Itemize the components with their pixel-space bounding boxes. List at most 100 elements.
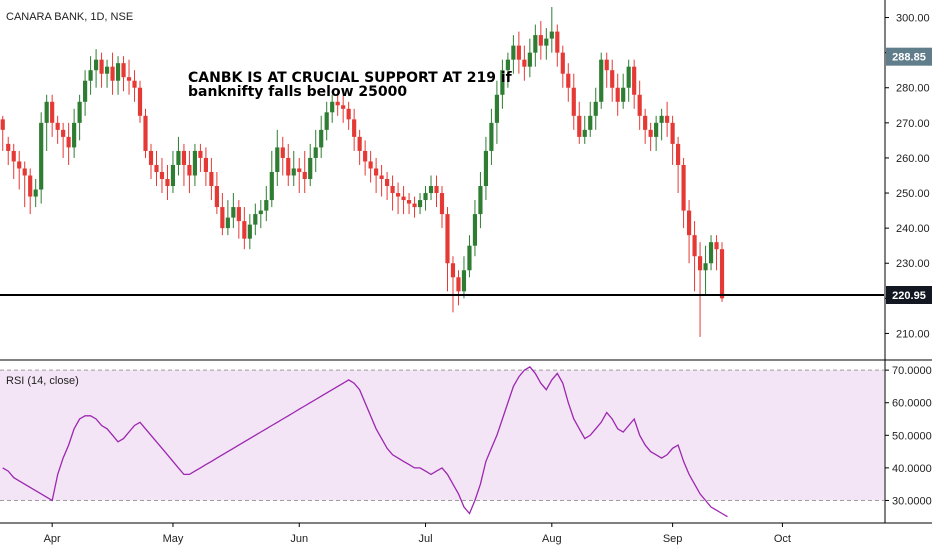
candle-body (648, 129, 653, 137)
price-tick-label: 280.00 (896, 83, 930, 95)
candle-body (714, 242, 719, 250)
price-pane (0, 7, 884, 337)
candle-body (176, 150, 181, 165)
candle-body (719, 249, 725, 299)
candle-body (654, 122, 659, 137)
candle-body (555, 31, 560, 53)
last-price-badge (886, 47, 932, 66)
candle-body (121, 63, 126, 78)
candle-body (209, 171, 214, 187)
candle-body (560, 52, 565, 74)
time-tick-label: Sep (663, 533, 683, 545)
time-tick-label: May (163, 533, 184, 545)
candle-body (181, 150, 187, 165)
candle-body (423, 193, 428, 201)
price-tick-label: 250.00 (896, 188, 930, 200)
candle-body (686, 210, 692, 236)
candle-body (253, 214, 258, 225)
candle-body (538, 35, 543, 46)
candle-body (681, 164, 686, 211)
candle-body (483, 150, 489, 187)
candle-body (544, 38, 549, 46)
candle-body (494, 94, 499, 123)
candle-body (291, 168, 296, 176)
candle-body (198, 150, 203, 158)
candle-body (511, 45, 516, 60)
candle-body (593, 101, 598, 116)
candle-body (170, 164, 176, 187)
candle-body (450, 263, 456, 278)
candle-body (626, 66, 631, 88)
candle-body (412, 203, 417, 208)
candle-body (44, 101, 49, 123)
candle-body (39, 122, 44, 190)
price-tick-label: 210.00 (896, 328, 930, 340)
rsi-line (2, 366, 728, 518)
last-price-label: 288.85 (892, 52, 926, 64)
time-tick-label: Oct (774, 533, 791, 545)
candle-body (665, 115, 670, 123)
candle-body (456, 277, 461, 292)
candle-body (417, 200, 423, 208)
candle-body (148, 150, 154, 165)
price-tick-label: 270.00 (896, 118, 930, 130)
candle-body (137, 87, 143, 116)
candle-body (708, 242, 714, 264)
time-tick-label: Jun (290, 533, 308, 545)
candle-body (83, 80, 88, 102)
candle-body (236, 207, 241, 222)
candle-body (522, 59, 527, 67)
candle-body (159, 171, 165, 179)
candle-body (203, 157, 208, 172)
candle-body (308, 157, 313, 179)
annotation-line-2: banknifty falls below 25000 (188, 84, 407, 100)
candle-body (610, 70, 615, 88)
candle-body (357, 136, 362, 151)
candle-body (220, 207, 225, 229)
candle-body (88, 70, 93, 81)
candle-body (467, 245, 472, 271)
candle-body (302, 171, 307, 179)
candle-body (346, 108, 351, 120)
candle-body (395, 193, 401, 197)
rsi-tick-label: 70.0000 (892, 365, 932, 377)
candle-body (368, 161, 373, 169)
candle-body (461, 270, 467, 292)
candle-body (621, 87, 626, 102)
price-tick-label: 230.00 (896, 258, 930, 270)
candle-body (692, 235, 697, 257)
candle-body (566, 73, 571, 88)
candle-body (154, 164, 159, 172)
candle-body (390, 186, 395, 194)
candle-body (0, 119, 5, 130)
candle-body (126, 77, 132, 81)
candle-body (110, 66, 115, 81)
price-tick-label: 300.00 (896, 13, 930, 25)
candle-body (604, 59, 609, 71)
candle-body (33, 189, 38, 197)
candle-body (401, 196, 406, 201)
candle-body (225, 217, 230, 229)
candle-body (115, 63, 121, 81)
candle-body (406, 200, 412, 204)
time-tick-label: Aug (542, 533, 562, 545)
support-price-label: 220.95 (892, 290, 926, 302)
chart-title: CANARA BANK, 1D, NSE (6, 11, 133, 23)
candle-body (28, 175, 33, 197)
candle-body (77, 101, 82, 123)
rsi-tick-label: 30.0000 (892, 495, 932, 507)
candle-body (313, 147, 318, 158)
candle-body (363, 150, 368, 162)
candle-body (231, 207, 236, 218)
candle-body (165, 179, 170, 187)
candle-body (582, 129, 587, 137)
candle-body (66, 136, 71, 148)
rsi-pane (0, 366, 884, 518)
candle-body (549, 31, 554, 39)
candle-body (670, 122, 675, 144)
candle-body (55, 122, 60, 130)
candle-body (588, 115, 593, 130)
